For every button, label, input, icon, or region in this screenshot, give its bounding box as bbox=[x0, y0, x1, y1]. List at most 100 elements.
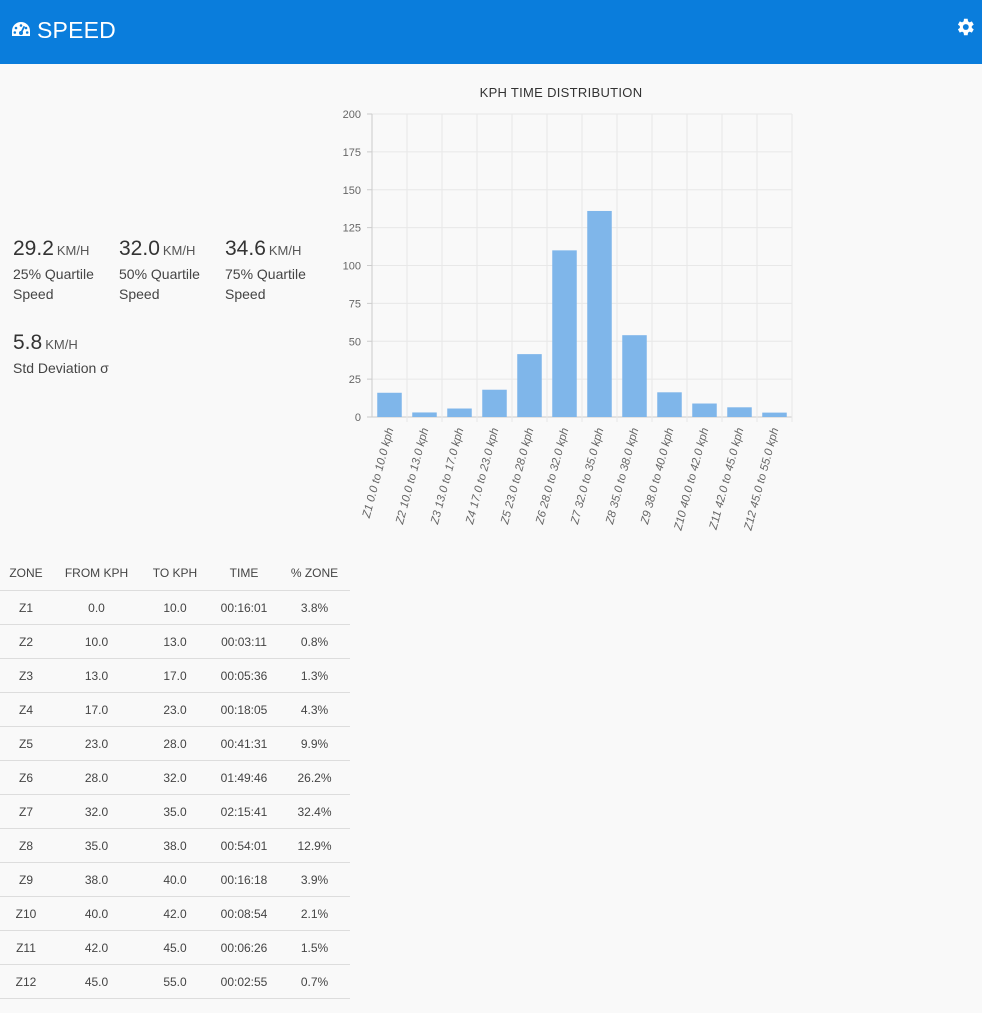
cell-from-kph: 0.0 bbox=[52, 590, 141, 625]
cell-pct-zone: 9.9% bbox=[279, 726, 350, 761]
col-time: TIME bbox=[209, 556, 279, 591]
y-tick-label: 0 bbox=[355, 412, 361, 424]
table-row: Z12 45.0 55.0 00:02:55 0.7% bbox=[0, 964, 350, 999]
cell-zone: Z9 bbox=[0, 862, 52, 897]
x-tick-label: Z7 32.0 to 35.0 kph bbox=[569, 427, 607, 527]
stat-q75: 34.6 KM/H 75% Quartile Speed bbox=[225, 237, 325, 304]
y-tick-label: 175 bbox=[343, 147, 361, 159]
cell-to-kph: 32.0 bbox=[141, 760, 209, 795]
cell-pct-zone: 0.8% bbox=[279, 624, 350, 659]
stat-unit: KM/H bbox=[56, 243, 90, 258]
cell-pct-zone: 3.8% bbox=[279, 590, 350, 625]
bar[interactable] bbox=[447, 408, 472, 417]
cell-from-kph: 45.0 bbox=[52, 964, 141, 999]
bar[interactable] bbox=[762, 412, 787, 417]
cell-from-kph: 23.0 bbox=[52, 726, 141, 761]
table-row: Z4 17.0 23.0 00:18:05 4.3% bbox=[0, 692, 350, 727]
bar[interactable] bbox=[482, 389, 507, 417]
cell-time: 00:03:11 bbox=[209, 624, 279, 659]
cell-zone: Z7 bbox=[0, 794, 52, 829]
table-row: Z8 35.0 38.0 00:54:01 12.9% bbox=[0, 828, 350, 863]
cell-pct-zone: 4.3% bbox=[279, 692, 350, 727]
bar[interactable] bbox=[727, 407, 752, 417]
cell-pct-zone: 32.4% bbox=[279, 794, 350, 829]
x-tick-label: Z11 42.0 to 45.0 kph bbox=[707, 427, 746, 532]
cell-time: 00:06:26 bbox=[209, 930, 279, 965]
y-tick-label: 125 bbox=[343, 223, 361, 235]
y-tick-label: 150 bbox=[343, 185, 361, 197]
cell-to-kph: 35.0 bbox=[141, 794, 209, 829]
x-tick-label: Z12 45.0 to 55.0 kph bbox=[742, 427, 781, 533]
cell-time: 02:15:41 bbox=[209, 794, 279, 829]
cell-zone: Z3 bbox=[0, 658, 52, 693]
bar[interactable] bbox=[657, 392, 682, 417]
col-pct-zone: % ZONE bbox=[279, 556, 350, 591]
gear-icon[interactable] bbox=[954, 16, 976, 38]
cell-time: 00:54:01 bbox=[209, 828, 279, 863]
stat-value: 29.2 bbox=[13, 237, 54, 260]
table-row: Z6 28.0 32.0 01:49:46 26.2% bbox=[0, 760, 350, 795]
bar[interactable] bbox=[517, 354, 542, 417]
app-header: SPEED bbox=[0, 0, 982, 64]
kph-distribution-chart: 0 25 50 75 100 125 150 175 200 Z1 0.0 to 10.0 kph… bbox=[343, 109, 793, 533]
x-tick-label: Z2 10.0 to 13.0 kph bbox=[394, 427, 432, 527]
cell-time: 01:49:46 bbox=[209, 760, 279, 795]
cell-pct-zone: 1.5% bbox=[279, 930, 350, 965]
cell-zone: Z12 bbox=[0, 964, 52, 999]
bar[interactable] bbox=[552, 250, 577, 417]
cell-to-kph: 55.0 bbox=[141, 964, 209, 999]
bar[interactable] bbox=[622, 335, 647, 417]
col-from-kph: FROM KPH bbox=[52, 556, 141, 591]
stat-label: Std Deviation σ bbox=[13, 360, 109, 376]
table-row: Z2 10.0 13.0 00:03:11 0.8% bbox=[0, 624, 350, 659]
cell-to-kph: 13.0 bbox=[141, 624, 209, 659]
dashboard-gauge-icon bbox=[12, 22, 30, 36]
cell-from-kph: 28.0 bbox=[52, 760, 141, 795]
cell-from-kph: 17.0 bbox=[52, 692, 141, 727]
x-tick-label: Z5 23.0 to 28.0 kph bbox=[499, 427, 537, 527]
x-tick-label: Z10 40.0 to 42.0 kph bbox=[672, 427, 711, 533]
cell-pct-zone: 12.9% bbox=[279, 828, 350, 863]
x-tick-label: Z1 0.0 to 10.0 kph bbox=[361, 427, 397, 521]
stat-label: 50% Quartile Speed bbox=[119, 266, 200, 302]
cell-from-kph: 13.0 bbox=[52, 658, 141, 693]
cell-time: 00:18:05 bbox=[209, 692, 279, 727]
bar[interactable] bbox=[377, 392, 402, 417]
x-tick-label: Z3 13.0 to 17.0 kph bbox=[429, 427, 467, 527]
cell-to-kph: 23.0 bbox=[141, 692, 209, 727]
cell-from-kph: 40.0 bbox=[52, 896, 141, 931]
cell-from-kph: 38.0 bbox=[52, 862, 141, 897]
cell-zone: Z4 bbox=[0, 692, 52, 727]
col-to-kph: TO KPH bbox=[141, 556, 209, 591]
cell-to-kph: 17.0 bbox=[141, 658, 209, 693]
stat-std-dev: 5.8 KM/H Std Deviation σ bbox=[13, 331, 153, 378]
table-row: Z5 23.0 28.0 00:41:31 9.9% bbox=[0, 726, 350, 761]
bar[interactable] bbox=[412, 412, 437, 417]
cell-pct-zone: 26.2% bbox=[279, 760, 350, 795]
table-row: Z7 32.0 35.0 02:15:41 32.4% bbox=[0, 794, 350, 829]
cell-from-kph: 42.0 bbox=[52, 930, 141, 965]
y-tick-label: 25 bbox=[349, 374, 361, 386]
page-title: SPEED bbox=[37, 16, 116, 43]
cell-to-kph: 28.0 bbox=[141, 726, 209, 761]
cell-from-kph: 32.0 bbox=[52, 794, 141, 829]
table-row: Z9 38.0 40.0 00:16:18 3.9% bbox=[0, 862, 350, 897]
cell-pct-zone: 1.3% bbox=[279, 658, 350, 693]
cell-from-kph: 10.0 bbox=[52, 624, 141, 659]
cell-to-kph: 10.0 bbox=[141, 590, 209, 625]
bar[interactable] bbox=[587, 210, 612, 417]
cell-time: 00:41:31 bbox=[209, 726, 279, 761]
col-zone: ZONE bbox=[0, 556, 52, 591]
cell-zone: Z1 bbox=[0, 590, 52, 625]
y-tick-label: 200 bbox=[343, 109, 361, 121]
table-row: Z10 40.0 42.0 00:08:54 2.1% bbox=[0, 896, 350, 931]
cell-time: 00:05:36 bbox=[209, 658, 279, 693]
cell-time: 00:16:01 bbox=[209, 590, 279, 625]
header-title-group: SPEED bbox=[10, 14, 116, 46]
table-row: Z3 13.0 17.0 00:05:36 1.3% bbox=[0, 658, 350, 693]
bar[interactable] bbox=[692, 403, 717, 417]
cell-zone: Z11 bbox=[0, 930, 52, 965]
stat-unit: KM/H bbox=[45, 337, 78, 352]
y-tick-label: 100 bbox=[343, 261, 361, 273]
cell-time: 00:16:18 bbox=[209, 862, 279, 897]
